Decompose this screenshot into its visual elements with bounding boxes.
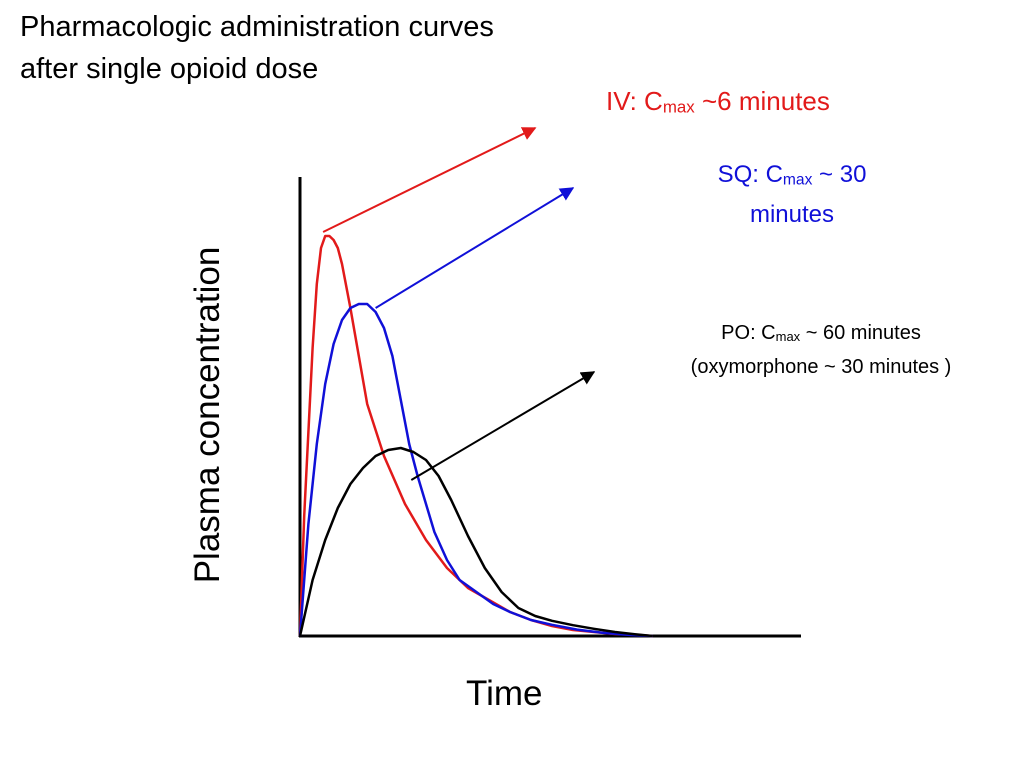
chart-title: Pharmacologic administration curves afte… [20,6,494,90]
chart-title-line-1: Pharmacologic administration curves [20,11,494,43]
series-line-sq [298,302,653,638]
x-axis-label: Time [466,674,543,713]
annotation-arrow-po [410,371,596,481]
iv-annotation-subscript: max [662,97,695,117]
sq-annotation-suffix: ~ 30 [812,161,867,188]
chart-title-line-2: after single opioid dose [20,53,319,85]
po-annotation-line-2: (oxymorphone ~ 30 minutes ) [690,355,952,378]
sq-annotation-subscript: max [782,171,813,189]
sq-annotation: SQ: Cmax ~ 30 minutes [700,157,884,232]
sq-annotation-line-2: minutes [749,201,835,229]
po-annotation-suffix: ~ 60 minutes [800,322,921,344]
sq-annotation-prefix: SQ: C [717,161,783,188]
iv-annotation-prefix: IV: C [606,86,663,116]
iv-annotation-suffix: ~6 minutes [694,86,830,116]
series-line-po [298,446,653,638]
annotation-arrow-sq [375,187,575,309]
iv-annotation: IV: Cmax ~6 minutes [606,86,830,118]
annotation-arrow-iv [322,127,537,233]
po-annotation-prefix: PO: C [721,322,776,344]
series-line-iv [298,234,653,638]
po-annotation: PO: Cmax ~ 60 minutes (oxymorphone ~ 30 … [650,318,992,382]
po-annotation-subscript: max [775,328,801,344]
